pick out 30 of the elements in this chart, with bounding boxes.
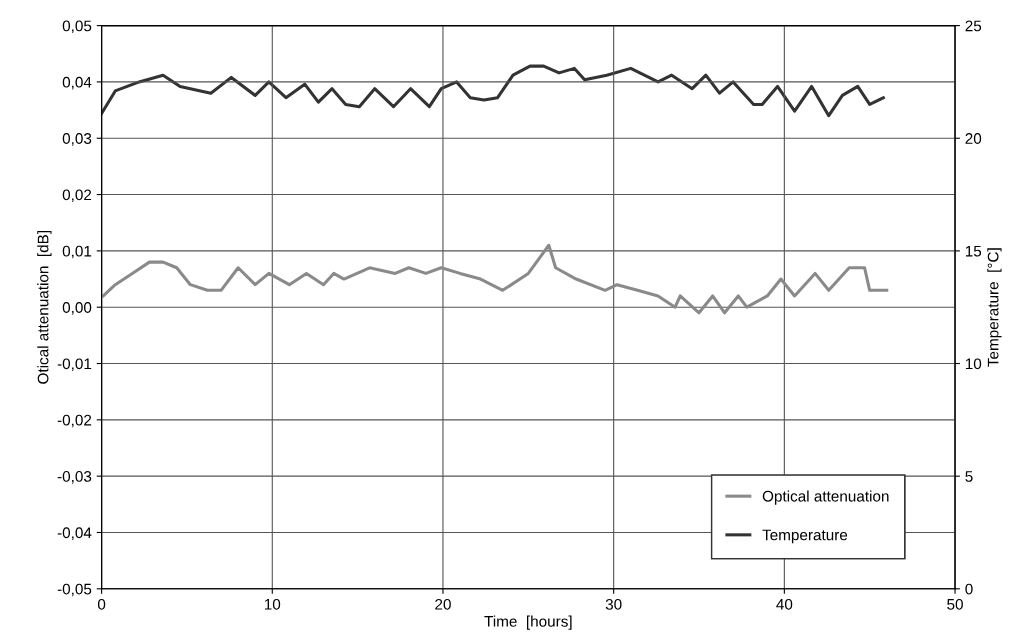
x-tick-label: 10 [264,598,281,610]
y2-tick-label: 10 [965,358,982,370]
line-series [101,243,889,315]
x-tick-label: 20 [435,598,451,610]
x-tick-label: 40 [776,598,793,610]
line-series [101,64,885,118]
y-tick-label: -0,02 [57,414,92,428]
y-tick-label: -0,01 [57,358,92,372]
x-tick-label: 50 [947,598,963,610]
x-axis-title: Time [hours] [484,615,572,630]
y2-tick-label: 25 [965,20,982,32]
x-tick-label: 0 [97,598,106,610]
y-tick-label: 0,04 [62,76,92,90]
y-tick-label: 0,05 [62,20,92,34]
y-tick-label: -0,03 [57,471,92,484]
y-axis-title: Otical attenuation [dB] [37,231,52,384]
y-tick-label: -0,04 [57,527,92,540]
y2-tick-label: 0 [965,583,973,595]
y-tick-label: -0,05 [57,583,92,597]
legend-label: Optical attenuation [762,490,889,505]
y2-tick-label: 15 [965,245,982,257]
y-tick-label: 0,00 [62,302,92,315]
y2-axis-title: Temperature [°C] [987,248,1002,367]
legend-label: Temperature [762,529,848,544]
y-tick-label: 0,02 [62,189,92,203]
y2-tick-label: 20 [965,133,982,144]
x-tick-label: 30 [605,598,622,610]
y-tick-label: 0,01 [62,245,92,259]
y2-tick-label: 5 [965,471,973,482]
y-tick-label: 0,03 [62,133,92,146]
